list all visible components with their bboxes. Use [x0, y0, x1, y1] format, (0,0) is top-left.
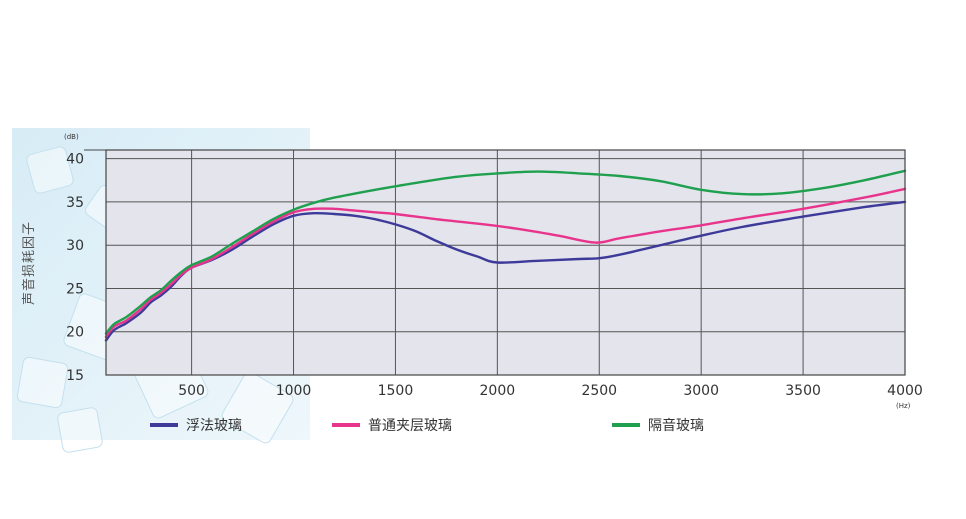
- legend-item-3: 隔音玻璃: [612, 417, 704, 434]
- x-tick-label: 4000: [887, 383, 923, 399]
- x-tick-label: 1000: [276, 383, 312, 399]
- series-line-2: [104, 187, 907, 339]
- x-tick-label: 2500: [581, 383, 617, 399]
- y-tick-label: 20: [66, 325, 84, 341]
- plot-frame: [105, 149, 906, 376]
- legend-label: 普通夹层玻璃: [368, 417, 452, 434]
- series-lines: [104, 169, 907, 342]
- series-line-1: [104, 200, 907, 342]
- x-axis-unit: (Hz): [896, 402, 911, 410]
- y-axis-unit: (dB): [64, 133, 79, 141]
- legend-label: 浮法玻璃: [186, 417, 242, 434]
- decorative-cube: [16, 356, 69, 409]
- x-tick-label: 3500: [785, 383, 821, 399]
- series-line-3: [104, 169, 907, 335]
- y-tick-label: 40: [66, 152, 84, 168]
- y-tick-label: 15: [66, 368, 84, 384]
- legend-item-2: 普通夹层玻璃: [332, 417, 452, 434]
- axes: 15 20 25 30 35 40 500 1000 1500 2000 2500 3000 3500 4…: [66, 149, 923, 399]
- legend-label: 隔音玻璃: [648, 417, 704, 434]
- x-tick-label: 2000: [480, 383, 516, 399]
- decorative-cube: [221, 371, 294, 444]
- y-tick-label: 25: [66, 281, 84, 297]
- x-tick-label: 1500: [378, 383, 414, 399]
- y-axis-label: 声音损耗因子: [21, 221, 37, 305]
- legend: 浮法玻璃 普通夹层玻璃 隔音玻璃: [150, 417, 704, 434]
- x-tick-label: 500: [178, 383, 205, 399]
- x-tick-label: 3000: [683, 383, 719, 399]
- y-tick-label: 30: [66, 238, 84, 254]
- y-tick-label: 35: [66, 195, 84, 211]
- legend-item-1: 浮法玻璃: [150, 417, 242, 434]
- decorative-cube: [57, 407, 103, 453]
- decorative-cube: [26, 146, 74, 194]
